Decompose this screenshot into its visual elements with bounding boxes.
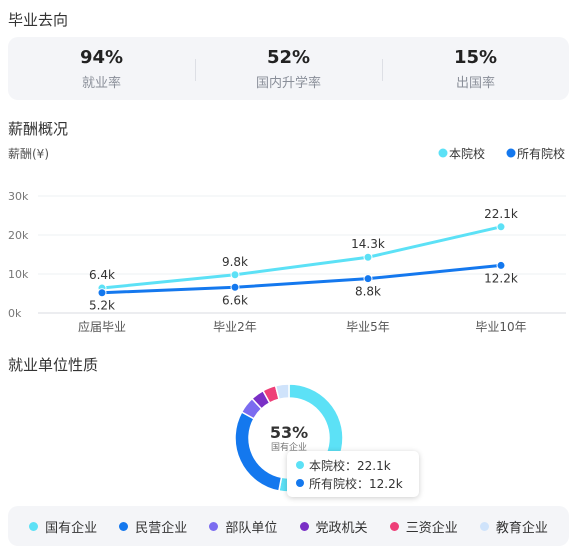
legend-label: 部队单位 [225,520,278,536]
data-point[interactable] [97,288,107,298]
stat-value: 52% [266,46,311,68]
legend-item-military[interactable]: 部队单位 [209,517,277,536]
data-label: 8.8k [355,285,381,299]
stat-value: 94% [79,46,124,68]
legend-item-own-school[interactable]: 本院校 [438,146,486,161]
legend-item-government[interactable]: 党政机关 [299,517,368,536]
legend-dot [29,521,39,531]
data-label: 6.6k [222,293,248,307]
data-label: 5.2k [89,299,115,313]
data-label: 22.1k [484,207,518,221]
series-line-own-school [101,225,502,290]
legend-item-foreign-invested[interactable]: 三资企业 [389,517,458,536]
data-point[interactable] [496,260,506,270]
legend-item-private[interactable]: 民营企业 [119,517,187,536]
legend-dot-all-schools [506,148,516,158]
legend-item-all-schools[interactable]: 所有院校 [506,146,566,161]
data-point[interactable] [363,252,373,262]
unit-type-title: 就业单位性质 [8,356,99,374]
legend-dot-own-school [438,148,448,158]
data-label: 9.8k [222,255,248,269]
legend-label: 民营企业 [135,520,188,536]
data-label: 14.3k [351,237,385,251]
tooltip-dot [296,461,304,469]
data-point[interactable] [230,282,240,292]
x-tick-label: 毕业5年 [346,320,390,334]
stat-abroad-rate: 15% 出国率 [382,47,569,91]
tooltip-row-all-schools: 所有院校：12.2k [296,474,410,492]
data-point[interactable] [230,270,240,280]
legend-item-education[interactable]: 教育企业 [479,517,548,536]
legend-label: 三资企业 [405,520,458,536]
salary-line-chart: 薪酬(¥) 本院校 所有院校 0k 10k 20k 30k 应届毕业 毕业2年 毕业5年 毕业… [8,146,566,334]
stat-employment-rate: 94% 就业率 [8,47,195,91]
salary-legend: 本院校 所有院校 [438,146,566,161]
employment-title: 毕业去向 [8,11,69,29]
tooltip-dot [296,479,304,487]
legend-label-all-schools: 所有院校 [517,146,565,161]
tooltip-text: 所有院校：12.2k [309,476,403,491]
legend-label: 国有企业 [45,520,98,536]
stat-label: 国内升学率 [255,75,321,91]
legend-label: 教育企业 [495,520,548,536]
data-label: 6.4k [89,268,115,282]
donut-center-value: 53% [270,423,308,442]
donut-slice[interactable] [274,383,290,401]
stat-domestic-study-rate: 52% 国内升学率 [195,47,382,91]
stat-label: 就业率 [81,75,121,91]
unit-type-legend: 国有企业 民营企业 部队单位 党政机关 三资企业 教育企业 [8,506,569,546]
y-tick-label: 10k [8,268,29,281]
legend-label-own-school: 本院校 [449,146,485,161]
stat-label: 出国率 [455,75,495,91]
tooltip-row-own-school: 本院校：22.1k [296,456,410,474]
x-tick-label: 应届毕业 [78,319,126,334]
donut-center-label: 国有企业 [271,441,307,453]
y-axis-unit-label: 薪酬(¥) [8,147,49,161]
data-label: 12.2k [484,271,518,285]
legend-dot [119,521,129,531]
legend-dot [479,521,489,531]
legend-dot [209,521,219,531]
legend-dot [299,521,309,531]
chart-tooltip: 本院校：22.1k 所有院校：12.2k [287,451,419,497]
salary-title: 薪酬概况 [8,120,69,138]
data-point[interactable] [363,274,373,284]
x-tick-label: 毕业10年 [475,320,526,334]
y-tick-label: 20k [8,229,29,242]
series-line-all-schools [101,263,502,295]
y-tick-label: 30k [8,190,29,203]
legend-label: 党政机关 [315,520,368,536]
tooltip-text: 本院校：22.1k [309,458,391,473]
employment-stats-card: 94% 就业率 52% 国内升学率 15% 出国率 [8,37,569,100]
legend-dot [389,521,399,531]
stat-value: 15% [453,46,498,68]
x-tick-label: 毕业2年 [213,320,257,334]
legend-item-state-owned[interactable]: 国有企业 [29,517,97,536]
data-point[interactable] [496,222,506,232]
unit-type-donut-chart: 53% 国有企业 [234,383,344,493]
y-tick-label: 0k [8,307,22,320]
